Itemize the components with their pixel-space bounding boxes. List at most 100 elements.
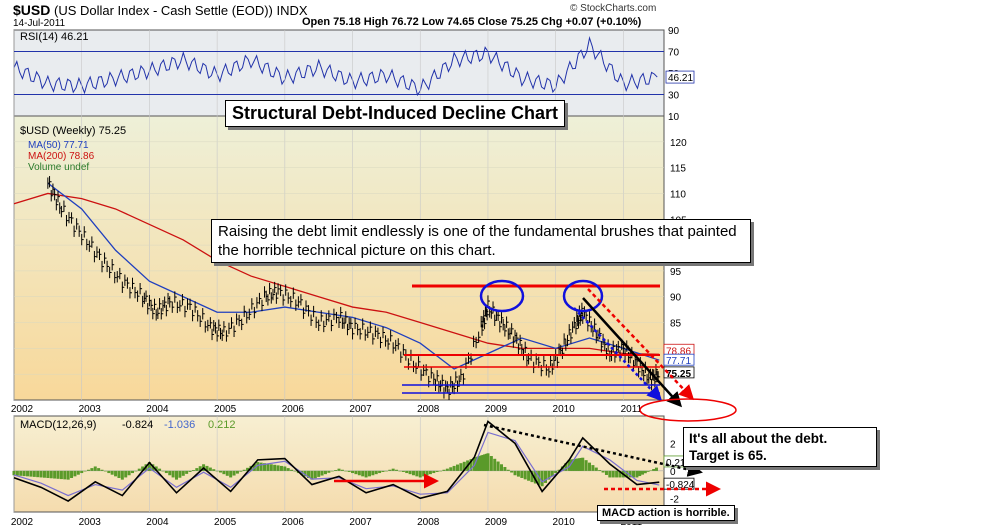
macd-histogram-bar — [516, 470, 520, 477]
macd-histogram-bar — [591, 465, 595, 471]
macd-histogram-bar — [168, 470, 172, 476]
macd-histogram-bar — [137, 468, 141, 471]
macd-histogram-bar — [439, 470, 443, 472]
macd-histogram-bar — [127, 470, 131, 476]
macd-histogram-bar — [290, 469, 294, 471]
macd-annotation: MACD action is horrible. — [597, 505, 735, 521]
macd-histogram-bar — [12, 470, 16, 476]
macd-histogram-bar — [474, 457, 478, 471]
macd-histogram-bar — [493, 458, 497, 471]
macd-histogram-bar — [554, 470, 558, 474]
macd-histogram-bar — [107, 470, 111, 474]
macd-histogram-bar — [117, 470, 121, 478]
macd-histogram-bar — [635, 470, 639, 478]
macd-histogram-bar — [367, 470, 371, 477]
macd-signal-line — [13, 431, 660, 497]
macd-histogram-bar — [19, 470, 23, 476]
x-tick-label: 2006 — [282, 517, 305, 528]
macd-histogram-bar — [334, 470, 338, 471]
chart-title-annotation: Structural Debt-Induced Decline Chart — [225, 100, 566, 127]
macd-histogram-bar — [56, 470, 60, 479]
macd-histogram-bar — [114, 470, 118, 477]
macd-histogram-bar — [604, 470, 608, 475]
macd-histogram-bar — [256, 462, 260, 471]
price-tick: 115 — [670, 164, 686, 175]
macd-histogram-bar — [435, 470, 439, 472]
macd-histogram-bar — [479, 455, 483, 471]
macd-histogram-bar — [496, 461, 500, 471]
macd-histogram-bar — [527, 470, 531, 481]
macd-histogram-bar — [428, 470, 432, 475]
rsi-tick: 70 — [668, 48, 680, 59]
macd-histogram-bar — [643, 470, 647, 474]
macd-histogram-bar — [364, 470, 368, 478]
macd-histogram-bar — [533, 470, 537, 484]
macd-histogram-bar — [415, 470, 419, 477]
macd-histogram-bar — [398, 470, 402, 472]
macd-histogram-bar — [347, 470, 351, 472]
price-legend-usd: $USD (Weekly) 75.25 — [20, 125, 126, 137]
macd-histogram-bar — [283, 466, 287, 471]
macd-histogram-bar — [46, 470, 50, 478]
x-tick-label: 2005 — [214, 404, 237, 415]
macd-histogram-bar — [327, 470, 331, 473]
macd-histogram-bar — [49, 470, 53, 479]
macd-histogram-bar — [584, 460, 588, 471]
price-legend-ma200: MA(200) 78.86 — [28, 151, 95, 162]
macd-histogram-bar — [484, 453, 488, 471]
macd-histogram-bar — [503, 467, 507, 471]
macd-histogram-bar — [313, 470, 317, 479]
macd-histogram-bar — [90, 468, 94, 471]
macd-histogram-bar — [225, 470, 229, 476]
macd-histogram-bar — [100, 469, 104, 471]
macd-histogram-bar — [500, 464, 503, 471]
macd-histogram-bar — [547, 470, 551, 480]
macd-histogram-bar — [572, 459, 576, 471]
ma200-line — [13, 192, 660, 355]
macd-histogram-bar — [378, 470, 382, 474]
macd-histogram-bar — [425, 470, 429, 476]
macd-histogram-bar — [581, 457, 585, 471]
macd-histogram-bar — [510, 470, 514, 473]
macd-histogram-bar — [632, 470, 636, 478]
price-last-value: 78.86 — [666, 346, 691, 357]
x-tick-label: 2011 — [621, 517, 643, 528]
decline-arrow-blue — [573, 307, 663, 402]
macd-histogram-bar — [351, 470, 355, 474]
macd-histogram-bar — [530, 470, 534, 483]
double-top-circle-2009 — [479, 279, 525, 313]
x-tick-label: 2002 — [11, 517, 34, 528]
macd-histogram-bar — [506, 469, 510, 471]
macd-histogram-bar — [53, 470, 57, 479]
x-tick-label: 2007 — [349, 517, 372, 528]
macd-legend-name: MACD(12,26,9) — [20, 419, 96, 431]
macd-histogram-bar — [188, 470, 192, 472]
macd-histogram-bar — [26, 470, 30, 477]
macd-histogram-bar — [303, 470, 307, 477]
macd-histogram-bar — [208, 467, 212, 471]
macd-histogram-bar — [408, 470, 412, 475]
macd-histogram-bar — [449, 467, 453, 471]
macd-histogram-bar — [205, 465, 209, 471]
price-tick: 90 — [670, 293, 682, 304]
macd-histogram-bar — [455, 464, 459, 471]
macd-histogram-bar — [259, 462, 263, 471]
macd-histogram-bar — [195, 468, 199, 471]
price-last-value: 77.71 — [666, 356, 691, 367]
price-last-value: 75.25 — [666, 369, 691, 380]
macd-histogram-bar — [175, 470, 178, 480]
decline-arrow-black — [582, 297, 683, 408]
macd-tick: -2 — [670, 494, 679, 505]
rsi-series — [13, 36, 658, 97]
macd-histogram-bar — [158, 468, 162, 471]
macd-histogram-bar — [374, 470, 378, 475]
macd-histogram-bar — [229, 470, 233, 478]
x-tick-label: 2003 — [79, 517, 102, 528]
macd-histogram-bar — [232, 470, 236, 476]
macd-histogram-bar — [215, 470, 219, 472]
chart-date: 14-Jul-2011 — [13, 18, 66, 29]
double-top-circle-2010 — [562, 279, 604, 313]
macd-histogram-bar — [235, 470, 239, 474]
macd-histogram-bar — [185, 470, 189, 474]
macd-histogram-bar — [73, 470, 77, 477]
